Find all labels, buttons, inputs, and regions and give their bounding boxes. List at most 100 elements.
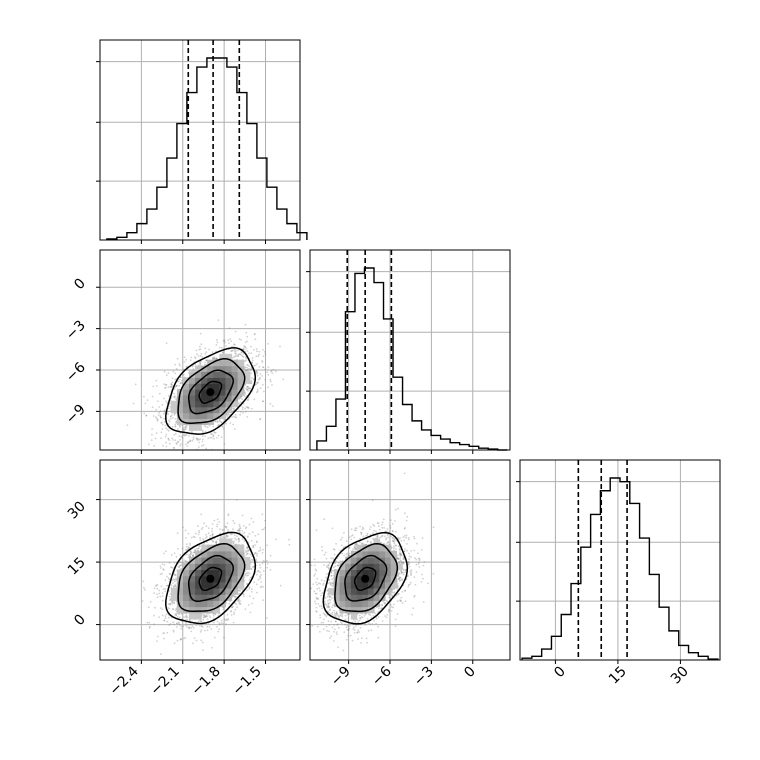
scatter-point: [255, 370, 258, 373]
scatter-point: [226, 522, 229, 524]
scatter-point: [211, 539, 214, 542]
scatter-point: [250, 568, 253, 570]
scatter-point: [226, 619, 229, 621]
scatter-point: [247, 571, 250, 574]
scatter-point: [213, 357, 216, 360]
scatter-point: [259, 571, 261, 573]
scatter-point: [224, 341, 226, 344]
scatter-point: [184, 434, 187, 437]
scatter-point: [161, 428, 164, 430]
scatter-point: [151, 395, 154, 398]
scatter-point: [179, 616, 181, 619]
histogram-panel-p2: [516, 459, 721, 664]
scatter-point: [211, 358, 214, 361]
scatter-point: [167, 607, 170, 609]
scatter-point: [249, 611, 252, 614]
density-cell: [201, 377, 208, 384]
scatter-point: [239, 401, 242, 403]
scatter-point: [176, 532, 179, 535]
scatter-point: [237, 529, 239, 532]
scatter-point: [188, 627, 191, 629]
scatter-point: [233, 348, 236, 351]
scatter-point: [225, 623, 227, 625]
scatter-point: [217, 319, 220, 321]
scatter-point: [269, 554, 272, 557]
density-cell: [243, 377, 251, 384]
scatter-point: [163, 397, 165, 400]
scatter-point: [172, 585, 175, 587]
scatter-point: [191, 625, 194, 628]
scatter-point: [252, 546, 255, 548]
scatter-point: [200, 513, 203, 516]
scatter-point: [168, 616, 170, 619]
scatter-point: [249, 369, 251, 371]
scatter-point: [196, 353, 198, 355]
scatter-point: [177, 441, 180, 443]
scatter-point: [264, 368, 266, 371]
scatter-point: [178, 435, 181, 438]
scatter-point: [177, 428, 179, 430]
scatter-point: [197, 533, 200, 536]
scatter-point: [222, 339, 225, 342]
scatter-point: [256, 381, 258, 384]
scatter-point: [169, 599, 172, 601]
scatter-point: [247, 370, 249, 372]
scatter-point: [208, 626, 211, 628]
scatter-point: [245, 348, 248, 350]
density-cell: [225, 383, 233, 390]
scatter-point: [199, 631, 202, 633]
scatter-point: [204, 615, 206, 618]
scatter-point: [189, 440, 192, 443]
scatter-point: [258, 377, 261, 380]
density-cell: [189, 424, 196, 431]
scatter-point: [173, 447, 176, 449]
density-cell: [219, 383, 227, 390]
scatter-point: [205, 447, 208, 450]
scatter-point: [222, 351, 224, 354]
scatter-point: [264, 353, 267, 355]
dens-p2p0-content: [141, 498, 291, 655]
scatter-point: [162, 568, 165, 571]
scatter-point: [175, 614, 177, 617]
scatter-point: [261, 528, 263, 531]
density-cell: [237, 377, 245, 384]
scatter-point: [170, 584, 173, 587]
scatter-point: [252, 559, 254, 562]
scatter-point: [181, 547, 184, 550]
scatter-point: [251, 588, 253, 591]
scatter-point: [168, 603, 171, 606]
scatter-point: [244, 572, 247, 575]
scatter-point: [256, 391, 258, 394]
scatter-point: [153, 614, 155, 617]
scatter-point: [192, 436, 195, 438]
scatter-point: [227, 339, 230, 342]
density-cell: [207, 383, 214, 390]
scatter-point: [241, 398, 244, 400]
scatter-point: [233, 408, 236, 410]
scatter-point: [192, 554, 195, 557]
scatter-point: [218, 623, 221, 626]
scatter-point: [177, 440, 179, 443]
scatter-point: [183, 434, 186, 437]
scatter-point: [237, 402, 240, 405]
scatter-point: [155, 585, 158, 587]
scatter-point: [251, 555, 253, 558]
scatter-point: [235, 353, 238, 355]
scatter-point: [169, 415, 172, 418]
scatter-point: [175, 385, 178, 387]
scatter-point: [218, 423, 220, 426]
scatter-point: [170, 385, 173, 388]
scatter-point: [222, 608, 225, 611]
scatter-point: [172, 446, 175, 449]
scatter-point: [156, 583, 159, 586]
scatter-point: [248, 368, 251, 370]
scatter-point: [189, 552, 192, 555]
scatter-point: [202, 538, 204, 540]
scatter-point: [202, 618, 205, 621]
scatter-point: [185, 614, 188, 617]
scatter-point: [226, 534, 229, 537]
dens-p1p0-content: [126, 319, 285, 450]
scatter-point: [212, 425, 215, 428]
scatter-point: [248, 365, 251, 368]
scatter-point: [250, 381, 253, 383]
